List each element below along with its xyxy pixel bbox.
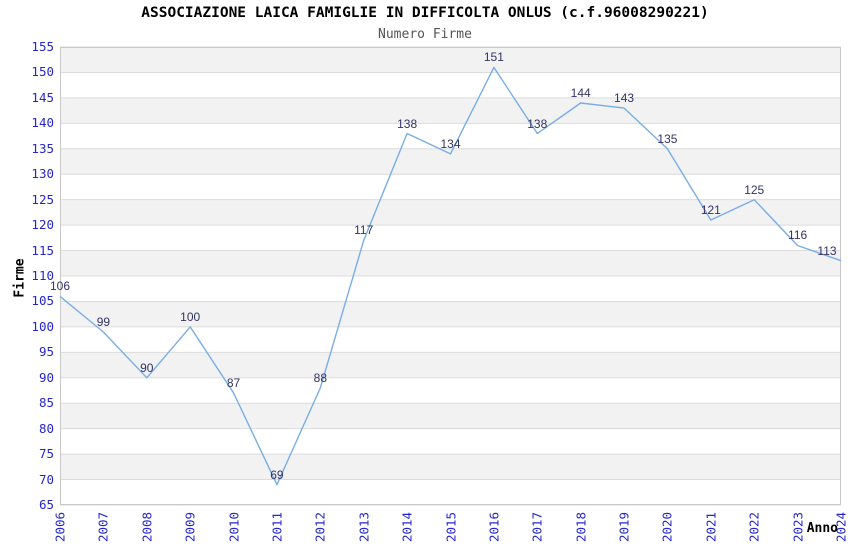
point-label: 134 <box>440 136 461 151</box>
y-tick-label: 85 <box>38 395 54 411</box>
point-label: 143 <box>614 91 635 106</box>
y-tick-label: 95 <box>38 344 54 360</box>
x-tick-label: 2020 <box>659 511 675 543</box>
y-tick-label: 120 <box>31 217 54 233</box>
x-tick-label: 2006 <box>52 511 68 543</box>
line-chart-canvas <box>59 46 842 506</box>
point-label: 90 <box>140 360 154 375</box>
y-tick-label: 140 <box>31 115 54 131</box>
point-label: 116 <box>788 228 808 243</box>
plot-band <box>60 377 841 404</box>
point-label: 135 <box>657 131 678 146</box>
y-tick-label: 70 <box>38 471 54 487</box>
plot-band <box>60 250 841 276</box>
y-tick-label: 65 <box>38 497 54 512</box>
point-label: 125 <box>744 182 765 197</box>
y-tick-label: 105 <box>31 293 54 309</box>
plot-band <box>60 72 841 98</box>
y-tick-label: 115 <box>31 242 54 258</box>
chart-title: ASSOCIAZIONE LAICA FAMIGLIE IN DIFFICOLT… <box>141 5 709 21</box>
plot-band <box>60 326 841 353</box>
y-tick-label: 145 <box>31 89 54 105</box>
x-tick-label: 2011 <box>269 511 285 543</box>
x-tick-label: 2018 <box>573 511 589 543</box>
point-label: 117 <box>354 223 374 238</box>
point-label: 99 <box>96 314 111 329</box>
x-tick-label: 2013 <box>356 511 372 543</box>
point-label: 69 <box>270 467 284 482</box>
plot-band <box>60 123 841 149</box>
point-label: 100 <box>180 309 201 324</box>
x-tick-label: 2009 <box>182 511 198 543</box>
point-label: 87 <box>226 376 241 391</box>
plot-border <box>60 47 841 505</box>
y-tick-label: 135 <box>31 140 54 156</box>
plot-band <box>60 454 841 480</box>
x-tick-label: 2021 <box>703 511 719 543</box>
x-tick-label: 2014 <box>399 511 415 543</box>
x-tick-label: 2010 <box>226 511 242 543</box>
x-axis-title: Anno <box>806 521 838 536</box>
x-tick-label: 2022 <box>746 511 762 543</box>
plot-area <box>59 46 842 506</box>
x-tick-label: 2012 <box>312 511 328 543</box>
plot-band <box>60 428 841 455</box>
point-label: 138 <box>527 116 548 131</box>
x-tick-label: 2007 <box>95 511 111 543</box>
x-tick-label: 2019 <box>616 511 632 543</box>
y-tick-label: 90 <box>38 369 54 385</box>
x-tick-label: 2015 <box>443 511 458 543</box>
point-label: 113 <box>817 243 837 258</box>
y-tick-label: 150 <box>31 64 54 80</box>
x-tick-label: 2017 <box>529 511 545 543</box>
y-tick-label: 130 <box>31 166 54 182</box>
point-label: 144 <box>570 85 591 100</box>
plot-band <box>60 47 841 73</box>
point-label: 88 <box>313 370 328 385</box>
plot-band <box>60 479 841 505</box>
y-tick-label: 100 <box>31 318 54 334</box>
x-tick-label: 2016 <box>486 511 502 543</box>
x-tick-label: 2023 <box>790 511 806 543</box>
chart-subtitle: Numero Firme <box>378 27 472 42</box>
point-label: 138 <box>397 116 418 131</box>
data-line <box>59 66 842 486</box>
y-tick-label: 80 <box>38 420 54 436</box>
y-tick-label: 155 <box>31 39 54 54</box>
plot-band <box>60 199 841 226</box>
y-tick-label: 110 <box>31 268 54 283</box>
point-label: 151 <box>483 50 504 65</box>
plot-band <box>60 97 841 124</box>
plot-band <box>60 403 841 429</box>
y-tick-label: 125 <box>31 191 54 207</box>
plot-band <box>60 301 841 327</box>
x-tick-label: 2008 <box>139 511 155 543</box>
point-label: 106 <box>49 279 71 294</box>
y-tick-label: 75 <box>38 446 54 462</box>
point-label: 121 <box>700 203 721 218</box>
plot-band <box>60 225 841 251</box>
plot-band <box>60 276 841 302</box>
plot-band <box>60 174 841 200</box>
plot-band <box>60 352 841 378</box>
